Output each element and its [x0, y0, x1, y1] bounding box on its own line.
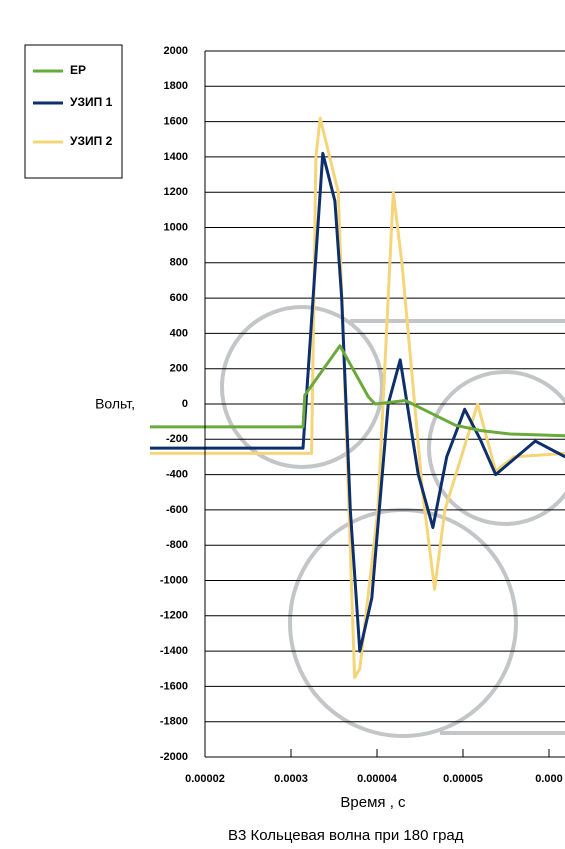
x-tick-label: 0.00005 — [443, 773, 483, 785]
legend-label: УЗИП 1 — [70, 95, 113, 109]
y-tick-label: 1600 — [164, 116, 188, 128]
y-tick-label: -1800 — [160, 716, 188, 728]
y-tick-label: 1800 — [164, 80, 188, 92]
legend-label: УЗИП 2 — [70, 134, 113, 148]
x-tick-label: 0.00004 — [357, 773, 398, 785]
y-tick-label: 800 — [170, 257, 188, 269]
y-tick-label: -1000 — [160, 574, 188, 586]
series-line — [150, 151, 565, 653]
highlight-circle — [288, 508, 518, 738]
y-tick-label: 200 — [170, 363, 188, 375]
series-line — [150, 116, 565, 680]
y-tick-label: -600 — [166, 504, 188, 516]
y-tick-label: -1200 — [160, 610, 188, 622]
y-tick-label: 1200 — [164, 186, 188, 198]
y-tick-label: 2000 — [164, 45, 188, 57]
y-axis-label: Вольт, — [95, 396, 135, 412]
x-tick-label: 0.0003 — [274, 773, 308, 785]
y-tick-label: 1400 — [164, 151, 188, 163]
annotations — [220, 305, 565, 738]
x-tick-label: 0.000 — [535, 773, 563, 785]
legend-label: ЕР — [70, 63, 86, 77]
highlight-circle — [220, 305, 384, 469]
y-tick-label: -1600 — [160, 680, 188, 692]
y-tick-label: 1000 — [164, 221, 188, 233]
chart-title: В3 Кольцевая волна при 180 град — [228, 827, 464, 844]
x-axis-label: Время , с — [340, 794, 406, 811]
y-tick-label: -400 — [166, 469, 188, 481]
y-tick-label: -200 — [166, 433, 188, 445]
y-tick-label: -2000 — [160, 751, 188, 763]
highlight-circle — [427, 370, 565, 526]
x-tick-label: 0.00002 — [185, 773, 225, 785]
y-tick-label: -1400 — [160, 645, 188, 657]
series-line — [150, 344, 565, 438]
y-tick-label: 600 — [170, 292, 188, 304]
y-tick-label: 0 — [182, 398, 188, 410]
y-tick-label: -800 — [166, 539, 188, 551]
legend-box — [24, 44, 123, 179]
y-tick-label: 400 — [170, 327, 188, 339]
